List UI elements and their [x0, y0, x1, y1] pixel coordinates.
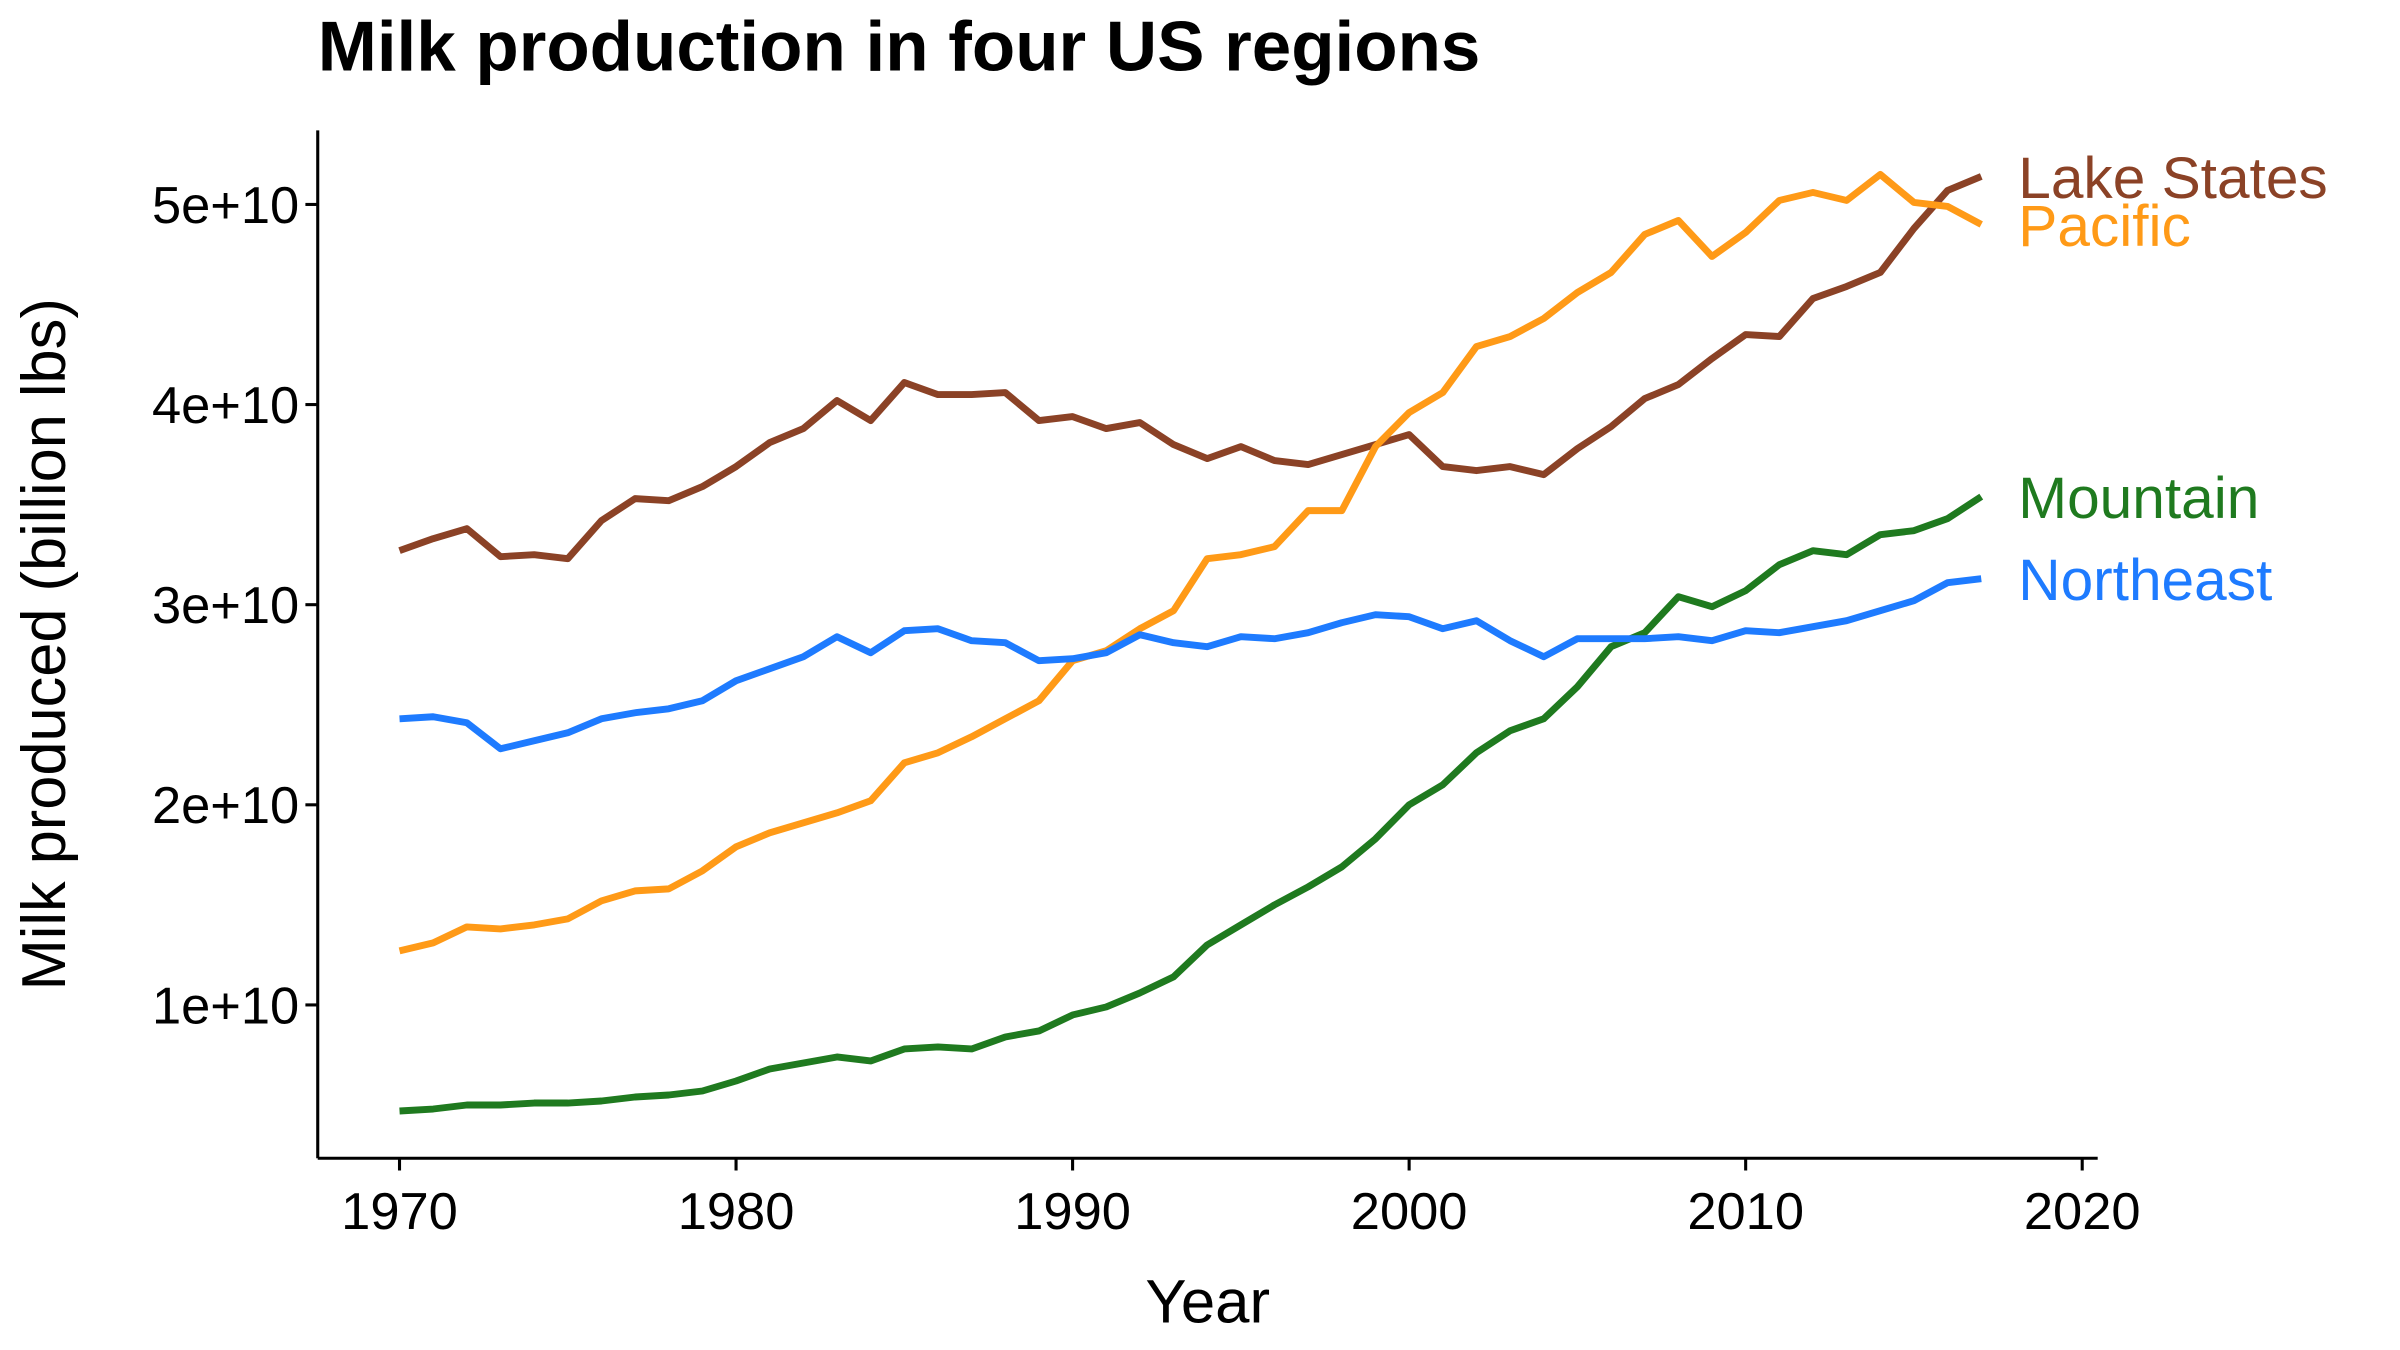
series-label: Pacific — [2018, 194, 2191, 259]
series-label: Northeast — [2018, 548, 2272, 613]
x-tick-label: 1990 — [1014, 1183, 1131, 1241]
series-line — [399, 493, 1984, 1115]
y-tick-label: 3e+10 — [152, 577, 299, 635]
x-tick-label: 1970 — [341, 1183, 458, 1241]
y-tick-label: 4e+10 — [152, 377, 299, 435]
y-tick-label: 5e+10 — [152, 177, 299, 235]
y-tick-label: 2e+10 — [152, 777, 299, 835]
series-label: Lake States — [2018, 146, 2327, 211]
y-axis-title: Milk produced (billion lbs) — [10, 298, 79, 990]
x-tick-label: 1980 — [678, 1183, 795, 1241]
x-tick-label: 2000 — [1351, 1183, 1468, 1241]
series-label: Mountain — [2018, 466, 2259, 531]
chart-title: Milk production in four US regions — [318, 7, 1481, 86]
series-line — [398, 173, 1983, 563]
y-tick-label: 1e+10 — [152, 977, 299, 1035]
x-tick-label: 2010 — [1687, 1183, 1804, 1241]
series-line — [398, 170, 1983, 955]
series-line — [399, 575, 1982, 753]
x-axis-title: Year — [1145, 1268, 1270, 1337]
x-tick-label: 2020 — [2024, 1183, 2141, 1241]
